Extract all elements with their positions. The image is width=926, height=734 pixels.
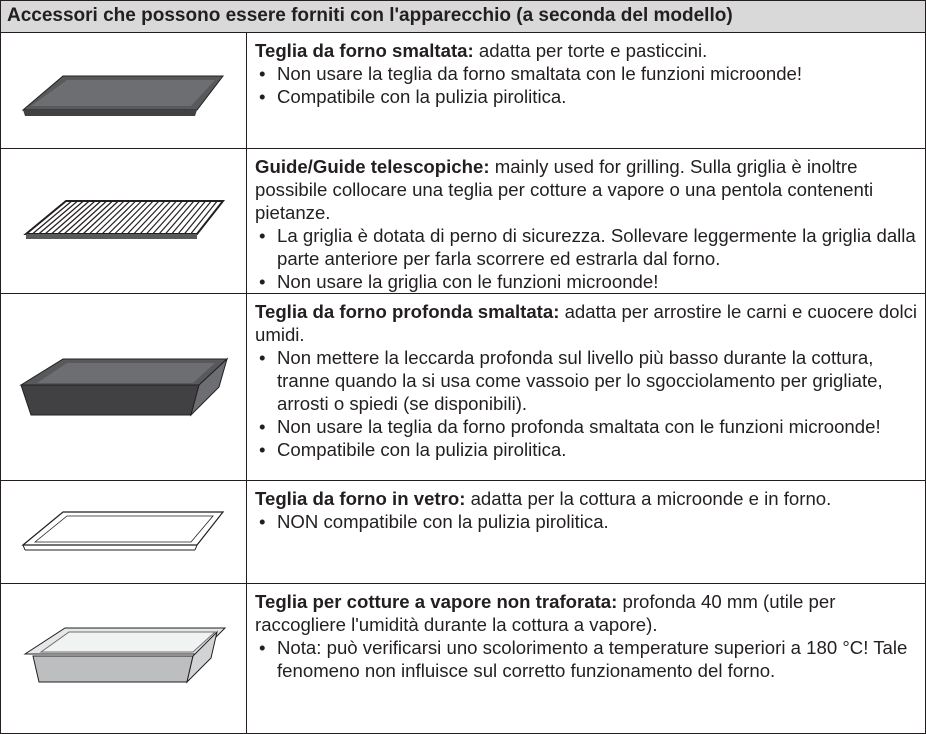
note: Non mettere la leccarda profonda sul liv…	[259, 346, 919, 415]
accessory-row: Guide/Guide telescopiche: mainly used fo…	[0, 148, 926, 294]
notes-list: Non usare la teglia da forno smaltata co…	[255, 62, 919, 108]
accessory-description: Teglia da forno in vetro: adatta per la …	[246, 480, 926, 584]
accessory-row: Teglia da forno in vetro: adatta per la …	[0, 480, 926, 584]
note: Non usare la teglia da forno profonda sm…	[259, 415, 919, 438]
description: Teglia da forno profonda smaltata: adatt…	[255, 300, 919, 346]
note: NON compatibile con la pulizia pirolitic…	[259, 510, 919, 533]
accessory-text: profonda 40 mm (utile per raccogliere l'…	[255, 591, 836, 635]
accessory-description: Teglia da forno smaltata: adatta per tor…	[246, 32, 926, 149]
notes-list: Non mettere la leccarda profonda sul liv…	[255, 346, 919, 461]
accessory-row: Teglia per cotture a vapore non traforat…	[0, 583, 926, 734]
accessory-text: adatta per torte e pasticcini.	[478, 40, 708, 61]
note: La griglia è dotata di perno di sicurezz…	[259, 224, 919, 270]
accessory-icon	[21, 510, 225, 550]
accessory-icon	[21, 75, 225, 116]
description: Teglia da forno smaltata: adatta per tor…	[255, 39, 919, 62]
accessory-image-cell	[0, 583, 247, 734]
accessory-image-cell	[0, 148, 247, 294]
accessory-image-cell	[0, 32, 247, 149]
note: Compatibile con la pulizia pirolitica.	[259, 438, 919, 461]
accessory-text: adatta per arrostire le carni e cuocere …	[255, 301, 918, 345]
notes-list: Nota: può verificarsi uno scolorimento a…	[255, 636, 919, 682]
accessory-description: Teglia da forno profonda smaltata: adatt…	[246, 293, 926, 481]
note: Non usare la teglia da forno smaltata co…	[259, 62, 919, 85]
note: Nota: può verificarsi uno scolorimento a…	[259, 636, 919, 682]
accessory-icon	[23, 627, 227, 684]
note: Compatibile con la pulizia pirolitica.	[259, 85, 919, 108]
accessory-title: Teglia da forno profonda smaltata:	[255, 301, 560, 322]
accessory-title: Guide/Guide telescopiche:	[255, 156, 490, 177]
accessory-text: adatta per la cottura a microonde e in f…	[470, 488, 832, 509]
accessory-icon	[23, 199, 226, 239]
notes-list: NON compatibile con la pulizia pirolitic…	[255, 510, 919, 533]
accessory-text: mainly used for grilling. Sulla griglia …	[255, 156, 874, 223]
table-header: Accessori che possono essere forniti con…	[0, 0, 926, 33]
accessory-row: Teglia da forno profonda smaltata: adatt…	[0, 293, 926, 481]
accessory-row: Teglia da forno smaltata: adatta per tor…	[0, 32, 926, 149]
accessory-description: Teglia per cotture a vapore non traforat…	[246, 583, 926, 734]
note: Non usare la griglia con le funzioni mic…	[259, 270, 919, 293]
accessory-image-cell	[0, 293, 247, 481]
description: Teglia da forno in vetro: adatta per la …	[255, 487, 919, 510]
accessory-title: Teglia da forno smaltata:	[255, 40, 474, 61]
accessory-image-cell	[0, 480, 247, 584]
description: Teglia per cotture a vapore non traforat…	[255, 590, 919, 636]
accessory-description: Guide/Guide telescopiche: mainly used fo…	[246, 148, 926, 294]
description: Guide/Guide telescopiche: mainly used fo…	[255, 155, 919, 224]
accessory-title: Teglia per cotture a vapore non traforat…	[255, 591, 618, 612]
notes-list: La griglia è dotata di perno di sicurezz…	[255, 224, 919, 293]
accessory-icon	[19, 356, 229, 417]
accessory-title: Teglia da forno in vetro:	[255, 488, 466, 509]
